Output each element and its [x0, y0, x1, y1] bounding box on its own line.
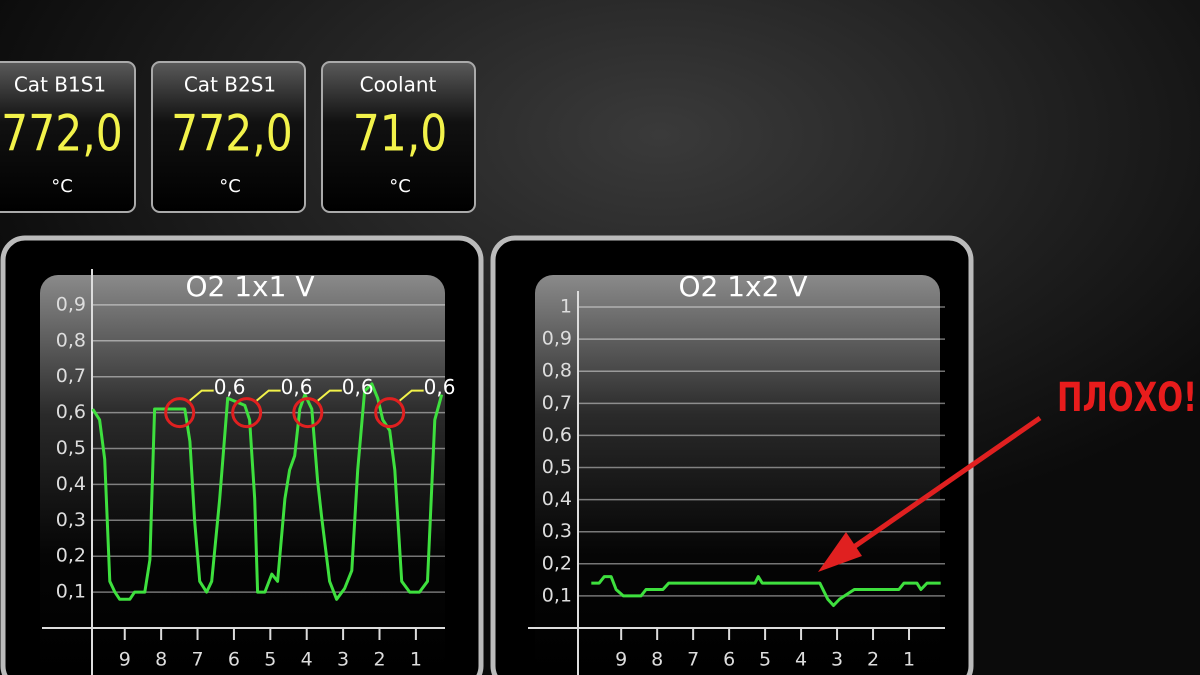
x-tick-label: 9 — [615, 649, 627, 671]
annotation-circle — [374, 397, 406, 429]
annotation-circle — [231, 397, 263, 429]
gauge-label: Coolant — [360, 73, 437, 97]
annotation-leader — [317, 389, 342, 402]
data-line — [91, 382, 444, 601]
callout-arrowhead — [818, 532, 862, 572]
chart-title: O2 1x1 V — [185, 270, 314, 303]
annotation-leader — [399, 389, 424, 402]
charts: O2 1x1 V 0,1 0,2 0,3 0,4 0,5 0,6 0,7 0,8 0,9 9 8 7 6 5… — [42, 269, 945, 675]
chart-title: O2 1x2 V — [678, 270, 807, 303]
data-line — [591, 575, 941, 607]
gauge-unit: °C — [219, 176, 241, 197]
x-tick-label: 4 — [301, 649, 313, 671]
annotation-circle — [164, 397, 196, 429]
gauge-unit: °C — [51, 176, 73, 197]
x-tick-label: 3 — [337, 649, 349, 671]
x-tick-label: 8 — [651, 649, 663, 671]
y-tick-label: 0,6 — [56, 401, 86, 423]
x-tick-label: 2 — [373, 649, 385, 671]
y-tick-label: 0,9 — [542, 328, 572, 350]
gauge-value: 772,0 — [171, 104, 293, 162]
y-tick-label: 0,7 — [542, 392, 572, 414]
x-tick-label: 6 — [228, 649, 240, 671]
x-tick-label: 7 — [191, 649, 203, 671]
x-tick-label: 1 — [410, 649, 422, 671]
annotation-label: 0,6 — [424, 375, 456, 399]
annotation-circle — [292, 397, 324, 429]
y-tick-label: 0,8 — [56, 329, 86, 351]
x-tick-label: 3 — [831, 649, 843, 671]
y-tick-label: 0,1 — [542, 584, 572, 606]
gauge-value: 772,0 — [1, 104, 123, 162]
x-tick-label: 9 — [119, 649, 131, 671]
y-tick-label: 0,4 — [542, 488, 572, 510]
gauge-label: Cat B1S1 — [14, 73, 106, 97]
annotation-leader — [256, 389, 281, 402]
gauge-frame — [321, 61, 476, 213]
plot-area — [40, 275, 445, 675]
gauge: Cat B1S1 772,0 °C — [0, 61, 136, 213]
x-tick-label: 5 — [759, 649, 771, 671]
y-tick-label: 0,3 — [56, 509, 86, 531]
annotation-label: 0,6 — [342, 375, 374, 399]
x-tick-label: 5 — [264, 649, 276, 671]
x-tick-label: 1 — [903, 649, 915, 671]
gauge-frame — [0, 61, 136, 213]
x-tick-label: 7 — [687, 649, 699, 671]
y-tick-label: 0,9 — [56, 293, 86, 315]
y-tick-label: 0,3 — [542, 520, 572, 542]
y-tick-label: 0,2 — [542, 552, 572, 574]
gauge: Coolant 71,0 °C — [321, 61, 476, 213]
x-tick-label: 8 — [155, 649, 167, 671]
y-tick-label: 0,1 — [56, 581, 86, 603]
x-tick-label: 2 — [867, 649, 879, 671]
gauge: Cat B2S1 772,0 °C — [151, 61, 306, 213]
gauge-frame — [151, 61, 306, 213]
annotation-label: 0,6 — [214, 375, 246, 399]
gauge-unit: °C — [389, 176, 411, 197]
y-tick-label: 0,8 — [542, 360, 572, 382]
y-tick-label: 1 — [560, 296, 572, 318]
x-tick-label: 4 — [795, 649, 807, 671]
plot-area — [535, 275, 940, 675]
x-tick-label: 6 — [723, 649, 735, 671]
y-tick-label: 0,5 — [56, 437, 86, 459]
callout-text: ПЛОХО! — [1057, 375, 1197, 421]
gauge-value: 71,0 — [353, 104, 448, 162]
y-tick-label: 0,2 — [56, 545, 86, 567]
callout-arrow — [833, 415, 1042, 563]
y-tick-label: 0,5 — [542, 456, 572, 478]
annotation-label: 0,6 — [281, 375, 313, 399]
y-tick-label: 0,4 — [56, 473, 86, 495]
annotation-leader — [189, 389, 214, 402]
y-tick-label: 0,6 — [542, 424, 572, 446]
gauge-label: Cat B2S1 — [184, 73, 276, 97]
y-tick-label: 0,7 — [56, 365, 86, 387]
